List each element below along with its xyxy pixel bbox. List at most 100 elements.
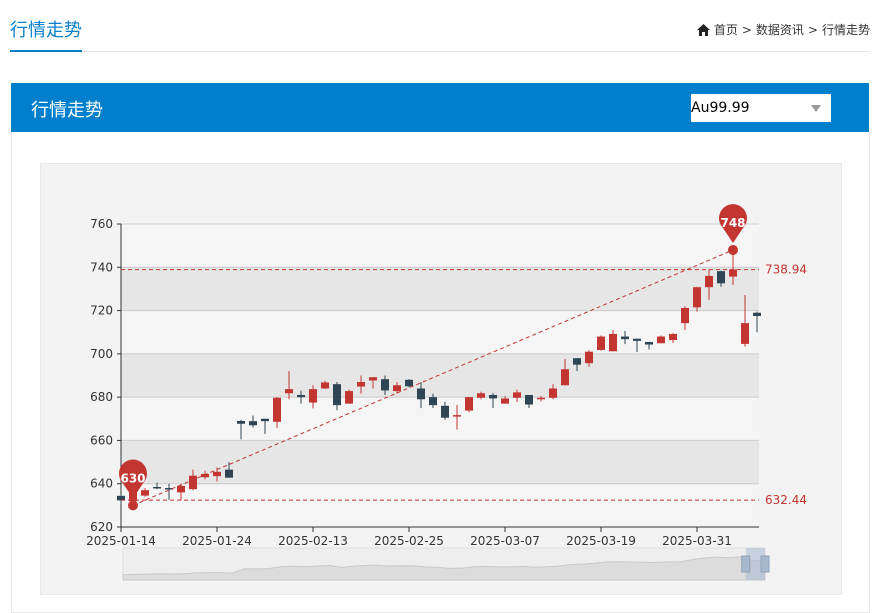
- candle-body: [213, 471, 221, 477]
- x-tick-label: 2025-03-19: [566, 534, 636, 548]
- y-tick-label: 720: [90, 304, 113, 318]
- x-tick-label: 2025-01-14: [86, 534, 156, 548]
- candle-body: [729, 269, 737, 277]
- chevron-down-icon: [811, 105, 821, 112]
- candle-body: [405, 379, 413, 387]
- home-icon: [696, 23, 710, 36]
- product-select[interactable]: Au99.99: [691, 94, 831, 122]
- candle-body: [285, 389, 293, 394]
- candle-body: [525, 394, 533, 405]
- split-area: [121, 310, 759, 354]
- candle-body: [717, 271, 725, 284]
- candle-body: [561, 369, 569, 386]
- y-tick-label: 620: [90, 520, 113, 534]
- breadcrumb-data[interactable]: 数据资讯: [755, 23, 804, 37]
- candle-body: [333, 384, 341, 406]
- page-title: 行情走势: [10, 20, 82, 41]
- x-tick-label: 2025-03-07: [470, 534, 540, 548]
- candle-body: [549, 388, 557, 398]
- mark-line-label: 632.44: [765, 493, 807, 507]
- candle-body: [117, 495, 125, 501]
- candle-body: [645, 341, 653, 345]
- candle-body: [429, 397, 437, 406]
- candle-body: [261, 418, 269, 422]
- mark-point-pin: [118, 459, 148, 499]
- candle-body: [177, 485, 185, 493]
- candle-body: [657, 336, 665, 344]
- candle-body: [141, 490, 149, 496]
- candle-body: [585, 351, 593, 364]
- candle-body: [465, 397, 473, 411]
- mark-point-dot: [128, 500, 138, 511]
- datazoom-handle[interactable]: [741, 555, 751, 573]
- divider: [82, 51, 870, 52]
- candle-body: [573, 358, 581, 365]
- x-tick-label: 2025-02-25: [374, 534, 444, 548]
- candle-body: [669, 333, 677, 341]
- y-tick-label: 640: [90, 477, 113, 491]
- candle-body: [417, 388, 425, 400]
- candle-body: [225, 469, 233, 478]
- candle-body: [501, 398, 509, 404]
- candle-body: [597, 336, 605, 350]
- breadcrumb-current: 行情走势: [821, 23, 870, 37]
- candle-body: [393, 385, 401, 392]
- candle-body: [441, 405, 449, 418]
- y-tick-label: 760: [90, 217, 113, 231]
- split-area: [121, 353, 759, 398]
- y-tick-label: 660: [90, 433, 113, 447]
- datazoom-preview: [122, 556, 766, 581]
- candle-body: [681, 307, 689, 324]
- candle-body: [345, 391, 353, 404]
- candle-body: [477, 393, 485, 398]
- candle-body: [153, 486, 161, 489]
- split-area: [121, 397, 759, 441]
- candle-body: [309, 389, 317, 403]
- breadcrumb: 首页 > 数据资讯 > 行情走势: [696, 21, 870, 38]
- title-underline: [10, 50, 82, 52]
- split-area: [121, 224, 759, 268]
- mark-point-pin: [719, 204, 748, 243]
- candle-body: [621, 336, 629, 340]
- x-tick-label: 2025-03-31: [662, 534, 732, 548]
- candle-body: [249, 421, 257, 426]
- mark-line-label: 738.94: [765, 263, 807, 277]
- panel-title: 行情走势: [31, 100, 103, 121]
- candle-body: [321, 382, 329, 389]
- candle-body: [537, 397, 545, 400]
- y-tick-label: 680: [90, 390, 113, 404]
- y-tick-label: 740: [90, 260, 113, 274]
- candle-body: [237, 420, 245, 424]
- candle-body: [369, 377, 377, 381]
- candle-body: [201, 473, 209, 478]
- candle-body: [633, 338, 641, 341]
- candle-body: [297, 394, 305, 398]
- candle-body: [741, 323, 749, 344]
- candle-body: [705, 275, 713, 288]
- panel-header: 行情走势 Au99.99: [11, 83, 869, 132]
- x-tick-label: 2025-02-13: [278, 534, 348, 548]
- y-tick-label: 700: [90, 347, 113, 361]
- candle-body: [489, 394, 497, 399]
- datazoom-window[interactable]: [745, 548, 765, 580]
- split-area: [121, 267, 759, 311]
- breadcrumb-sep: >: [741, 22, 752, 37]
- trend-line: [132, 249, 734, 506]
- mark-point-label: 630: [120, 471, 145, 485]
- candle-body: [453, 415, 461, 417]
- candle-body: [273, 397, 281, 422]
- breadcrumb-home[interactable]: 首页: [713, 23, 738, 37]
- candle-body: [609, 333, 617, 352]
- candle-body: [165, 488, 173, 490]
- split-area: [121, 483, 759, 527]
- candle-body: [693, 287, 701, 308]
- breadcrumb-sep: >: [807, 22, 818, 37]
- candle-body: [513, 392, 521, 398]
- x-tick-label: 2025-01-24: [182, 534, 252, 548]
- datazoom-handle[interactable]: [760, 555, 770, 573]
- mark-point-label: 748: [720, 216, 745, 230]
- candle-body: [189, 475, 197, 490]
- product-select-value: Au99.99: [691, 100, 750, 116]
- candle-body: [357, 381, 365, 387]
